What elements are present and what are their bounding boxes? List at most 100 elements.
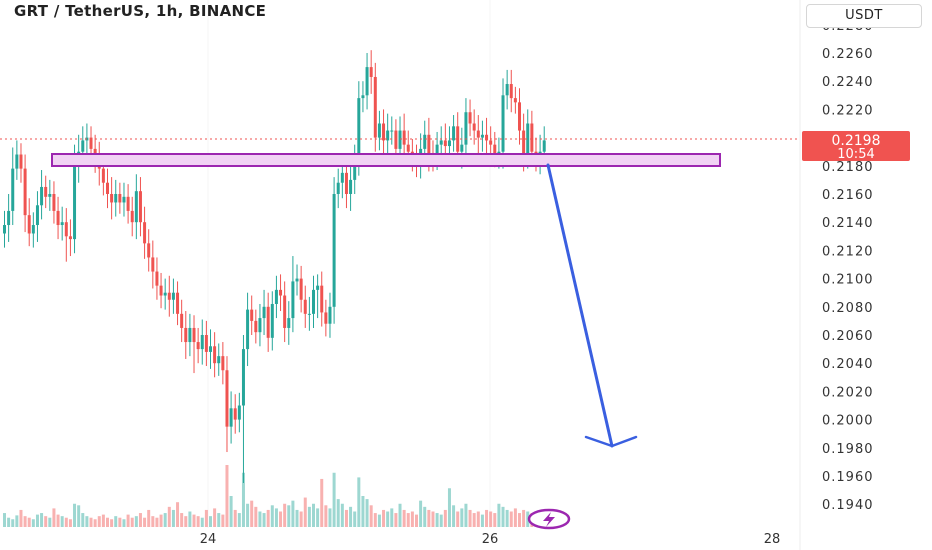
volume-bar bbox=[377, 514, 381, 527]
volume-bar bbox=[110, 519, 114, 527]
chart-title: GRT / TetherUS, 1h, BINANCE bbox=[14, 2, 267, 20]
volume-bar bbox=[476, 511, 480, 527]
candle bbox=[480, 120, 484, 152]
candle bbox=[382, 109, 386, 155]
currency-button[interactable]: USDT bbox=[806, 4, 922, 28]
candle bbox=[163, 278, 167, 310]
volume-bar bbox=[295, 509, 299, 527]
candle bbox=[188, 313, 192, 357]
volume-bar bbox=[485, 509, 489, 527]
volume-bar bbox=[163, 513, 167, 527]
candle bbox=[316, 274, 320, 319]
candle bbox=[134, 174, 138, 240]
y-tick-label: 0.2120 bbox=[822, 244, 874, 259]
candle bbox=[336, 168, 340, 209]
volume-bar bbox=[85, 516, 89, 527]
volume-bar bbox=[332, 472, 336, 527]
volume-bar bbox=[81, 513, 85, 527]
volume-bar bbox=[431, 511, 435, 527]
y-tick-label: 0.2160 bbox=[822, 188, 874, 203]
support-zone[interactable] bbox=[51, 153, 721, 167]
volume-bar bbox=[147, 509, 151, 527]
candle bbox=[40, 170, 44, 220]
y-tick-label: 0.2180 bbox=[822, 160, 874, 175]
volume-bar bbox=[221, 514, 225, 527]
volume-bar bbox=[303, 497, 307, 527]
volume-bar bbox=[246, 503, 250, 527]
candle bbox=[464, 98, 468, 159]
x-tick-label: 26 bbox=[482, 532, 499, 547]
volume-bar bbox=[410, 511, 414, 527]
volume-bar bbox=[171, 509, 175, 527]
volume-bar bbox=[167, 506, 171, 527]
flash-icon[interactable] bbox=[527, 508, 571, 530]
volume-bar bbox=[68, 519, 72, 527]
candle bbox=[23, 154, 27, 233]
candle bbox=[225, 356, 229, 453]
candle bbox=[485, 117, 489, 158]
volume-bar bbox=[460, 508, 464, 527]
candle bbox=[64, 208, 68, 262]
volume-bar bbox=[237, 513, 241, 527]
candle bbox=[184, 311, 188, 359]
volume-bar bbox=[15, 515, 19, 527]
candle bbox=[192, 315, 196, 374]
volume-bar bbox=[184, 516, 188, 527]
volume-bar bbox=[464, 503, 468, 527]
candle bbox=[299, 265, 303, 313]
candle bbox=[60, 206, 64, 241]
volume-bar bbox=[353, 511, 357, 527]
candle bbox=[250, 295, 254, 335]
candle bbox=[509, 69, 513, 113]
candle bbox=[377, 110, 381, 151]
volume-bar bbox=[522, 509, 526, 527]
volume-bar bbox=[328, 508, 332, 527]
candle bbox=[274, 275, 278, 319]
candle bbox=[68, 219, 72, 257]
volume-bar bbox=[415, 514, 418, 527]
candle bbox=[262, 289, 266, 335]
candle bbox=[365, 53, 369, 110]
volume-bar bbox=[241, 472, 245, 527]
volume-bar bbox=[31, 519, 35, 527]
y-tick-label: 0.2080 bbox=[822, 301, 874, 316]
volume-bar bbox=[307, 506, 311, 527]
time-axis[interactable]: 24 26 28 bbox=[200, 532, 781, 547]
volume-bar bbox=[493, 513, 497, 527]
candle bbox=[246, 292, 250, 367]
candle bbox=[390, 116, 394, 145]
candle bbox=[217, 343, 221, 376]
volume-bar bbox=[320, 478, 324, 527]
volume-bar bbox=[23, 516, 27, 527]
y-tick-label: 0.1980 bbox=[822, 442, 874, 457]
candle bbox=[295, 264, 299, 296]
volume-bar bbox=[27, 517, 31, 527]
candle bbox=[303, 285, 307, 328]
candle bbox=[353, 144, 357, 194]
price-axis[interactable]: 0.22800.22600.22400.22200.22000.21800.21… bbox=[822, 19, 874, 513]
volume-bar bbox=[402, 509, 406, 527]
candle bbox=[233, 394, 237, 434]
volume-bar bbox=[180, 513, 184, 527]
volume-bar bbox=[398, 503, 402, 527]
volume-bar bbox=[106, 517, 109, 527]
volume-bar bbox=[406, 513, 410, 527]
volume-bar bbox=[151, 516, 155, 527]
candle bbox=[476, 115, 480, 154]
candle bbox=[19, 143, 23, 183]
candle bbox=[332, 177, 336, 324]
candle bbox=[114, 179, 118, 217]
volume-bar bbox=[283, 503, 287, 527]
candle bbox=[151, 240, 155, 289]
volume-bar bbox=[204, 509, 208, 527]
volume-bar bbox=[101, 514, 105, 527]
volume-bar bbox=[518, 513, 521, 527]
volume-bar bbox=[279, 511, 283, 527]
volume-bar bbox=[143, 517, 147, 527]
volume-bar bbox=[217, 513, 221, 527]
y-tick-label: 0.2240 bbox=[822, 75, 874, 90]
volume-bar bbox=[225, 465, 229, 527]
projection-arrow[interactable] bbox=[546, 163, 638, 448]
candle bbox=[200, 319, 204, 365]
